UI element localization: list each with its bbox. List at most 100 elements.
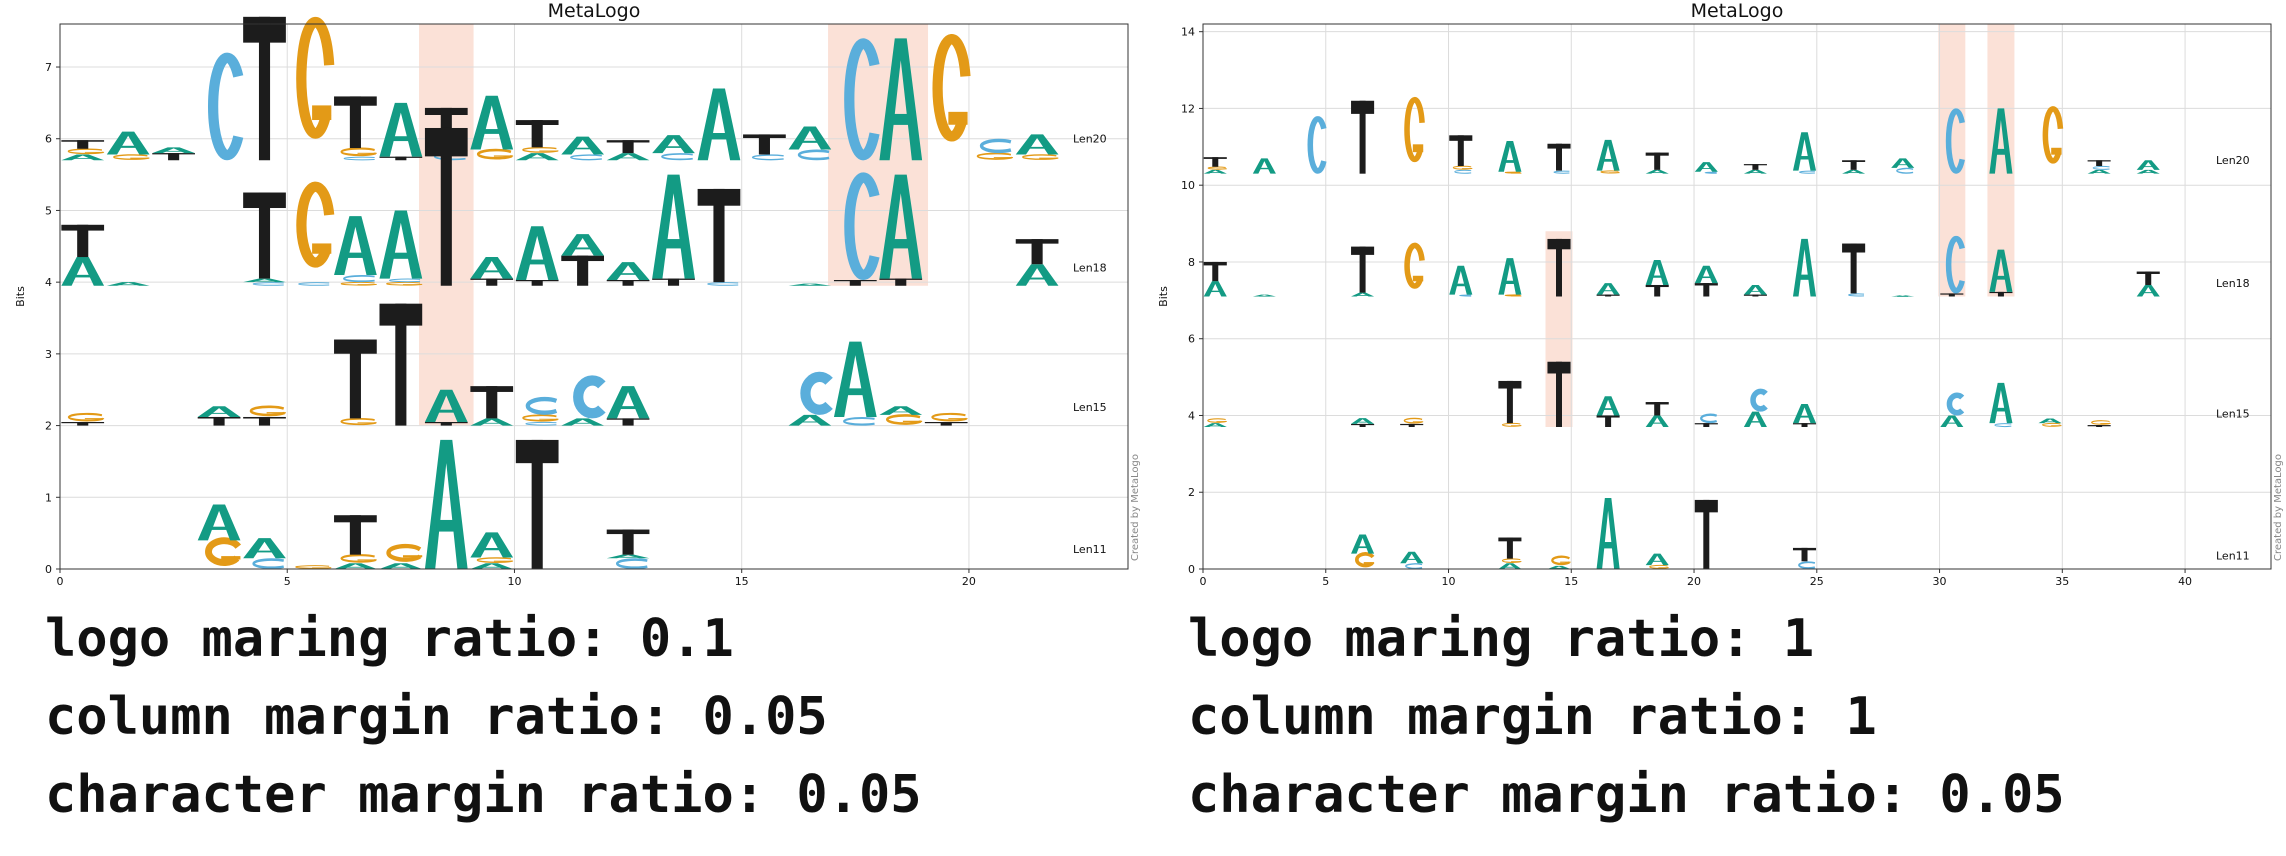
logo-letter-T [1694,283,1718,297]
x-tick-label: 20 [1687,575,1701,588]
logo-column [1743,164,1767,174]
logo-letter-G [386,543,423,562]
logo-letter-A [1743,411,1767,427]
x-tick-label: 5 [1322,575,1329,588]
logo-letter-C [800,371,833,415]
logo-column [788,371,833,426]
param-logo-margin: logo maring ratio: 1 [1188,600,2065,678]
logo-letter-A [334,216,377,275]
logo-letter-A [1351,418,1375,424]
param-label: character margin ratio: [1188,765,1909,825]
logo-column [1792,403,1817,427]
logo-letter-T [697,188,741,283]
logo-letter-A [1498,258,1522,295]
logo-column [1989,249,2013,297]
logo-letter-G [885,414,923,425]
logo-letter-A [61,257,105,286]
logo-letter-A [334,563,377,569]
y-tick-label: 4 [1188,409,1195,422]
logo-letter-A [1203,169,1227,174]
param-value: 0.1 [639,609,734,669]
logo-letter-T [1596,294,1620,297]
logo-letter-A [606,554,650,559]
logo-letter-T [1645,152,1669,170]
logo-letter-A [788,126,832,150]
logo-letter-G [2091,420,2111,425]
logo-letter-T [606,529,650,555]
logo-column [1351,418,1375,427]
logo-letter-G [1600,170,1620,174]
logo-letter-G [340,147,377,157]
logo-letter-C [1750,388,1768,412]
logo-letter-A [424,389,468,422]
logo-letter-T [1498,537,1522,559]
x-tick-label: 25 [1810,575,1824,588]
logo-column [424,389,468,426]
logo-letter-A [1203,281,1227,297]
logo-letter-T [243,192,286,279]
logo-column [243,16,286,161]
param-value: 0.05 [702,687,828,747]
logo-letter-A [833,341,877,417]
logo-column [1547,555,1571,569]
logo-letter-G [1504,294,1522,297]
logo-column [1498,258,1522,297]
logo-letter-A [1596,396,1620,416]
logo-column [1400,417,1424,427]
logo-letter-A [1645,260,1669,285]
y-tick-label: 14 [1181,26,1195,39]
y-tick-label: 5 [45,204,52,217]
logo-column [652,174,695,286]
logo-letter-G [67,148,105,155]
logo-letter-A [152,147,195,154]
y-tick-label: 2 [45,420,52,433]
logo-letter-A [788,414,832,426]
logo-letter-A [379,210,423,279]
logo-letter-T [1547,361,1571,427]
logo-letter-C [797,149,830,161]
logo-column [1449,135,1473,174]
logo-letter-T [2087,425,2111,427]
x-tick-label: 40 [2178,575,2192,588]
logo-letter-A [106,282,150,286]
logo-column [1743,284,1767,297]
logo-column [2087,420,2111,427]
logo-column [561,234,604,286]
logo-column [1792,132,1817,174]
logo-column [515,226,559,286]
logo-letter-C [1307,116,1327,174]
x-tick-label: 15 [735,575,749,588]
logo-letter-G [296,181,335,268]
credit-text: Created by MetaLogo [1130,454,1141,561]
logo-column [1449,265,1473,297]
logo-panel-left: MetaLogo Len20 Len18 Len15 Len11 0 5 10 15 20 0 1 2 3… [14,0,1141,825]
logo-letter-C [1848,293,1865,297]
logo-letter-C [570,154,602,161]
logo-column [788,126,832,161]
logo-letter-G [67,412,105,422]
logo-letter-T [743,134,786,155]
logo-column [1940,392,1965,427]
y-tick-label: 6 [1188,333,1195,346]
logo-column [106,282,150,286]
logo-letter-A [470,563,514,569]
logo-letter-C [844,172,880,280]
logo-letter-T [243,16,286,161]
logo-letter-C [207,52,244,161]
logo-letter-A [197,504,241,541]
y-tick-label: 1 [45,491,52,504]
logo-column [1351,246,1375,297]
logo-letter-C [751,154,784,161]
logo-letter-C [661,153,693,161]
logo-letter-T [1792,547,1817,562]
x-tick-label: 20 [962,575,976,588]
y-tick-label: 10 [1181,179,1195,192]
logo-letter-T [1842,160,1866,170]
logo-letter-G [1551,555,1571,566]
logo-letter-T [334,339,377,419]
sequence-logo-chart: MetaLogo Len20 Len18 Len15 Len11 0 5 10 15 20 0 1 2 3… [14,0,1141,590]
group-label: Len11 [1073,543,1107,556]
logo-letter-A [1989,382,2013,424]
logo-column [1351,534,1375,568]
logo-letter-C [979,138,1012,154]
